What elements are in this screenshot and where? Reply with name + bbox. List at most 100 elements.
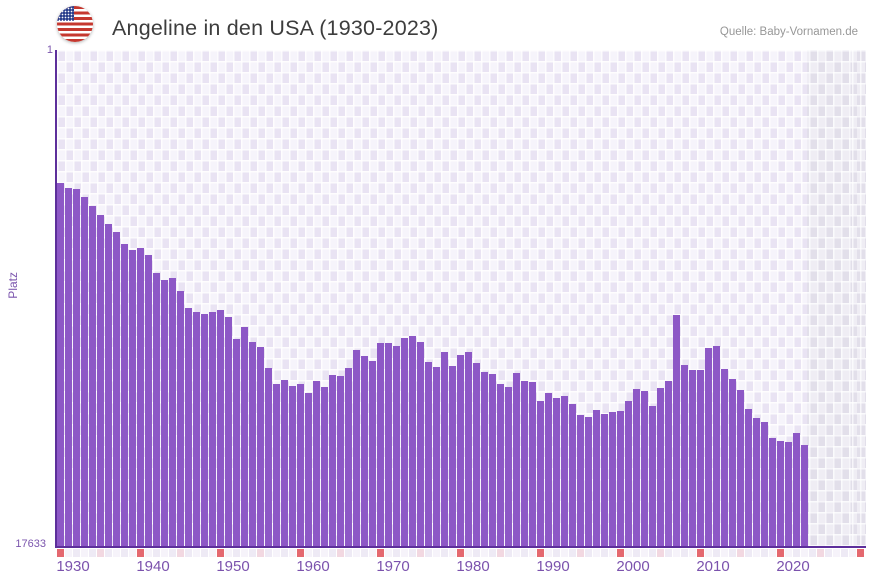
bar-2000[interactable]: [616, 411, 624, 546]
bar-1954[interactable]: [248, 342, 256, 546]
bar-2011[interactable]: [704, 348, 712, 546]
bar-1938[interactable]: [120, 243, 128, 546]
bar-1957[interactable]: [272, 384, 280, 546]
bar-1969[interactable]: [368, 361, 376, 546]
bar-1964[interactable]: [328, 375, 336, 546]
bar-1933[interactable]: [80, 196, 88, 546]
bar-1974[interactable]: [408, 336, 416, 546]
bar-1975[interactable]: [416, 342, 424, 546]
bar-1966[interactable]: [344, 368, 352, 546]
bar-1949[interactable]: [208, 312, 216, 546]
bar-2015[interactable]: [736, 390, 744, 546]
bar-2022[interactable]: [792, 433, 800, 546]
year-tick-2008: [680, 549, 688, 557]
bar-2008[interactable]: [680, 365, 688, 546]
bar-1995[interactable]: [576, 415, 584, 546]
bar-2012[interactable]: [712, 346, 720, 546]
bar-1976[interactable]: [424, 362, 432, 546]
year-tick-1935: [96, 549, 104, 557]
bar-1996[interactable]: [584, 417, 592, 546]
bar-1943[interactable]: [160, 279, 168, 546]
bar-1998[interactable]: [600, 414, 608, 546]
bar-1962[interactable]: [312, 381, 320, 546]
bar-2003[interactable]: [640, 391, 648, 546]
bar-2014[interactable]: [728, 379, 736, 546]
bar-1997[interactable]: [592, 410, 600, 546]
bar-2020[interactable]: [776, 441, 784, 546]
bar-1963[interactable]: [320, 387, 328, 546]
bar-2006[interactable]: [664, 381, 672, 546]
bar-1953[interactable]: [240, 327, 248, 546]
bar-1982[interactable]: [472, 363, 480, 546]
bar-2001[interactable]: [624, 401, 632, 546]
bar-1986[interactable]: [504, 387, 512, 546]
bar-1988[interactable]: [520, 381, 528, 546]
bar-1970[interactable]: [376, 343, 384, 546]
bar-2009[interactable]: [688, 370, 696, 546]
year-tick-1988: [520, 549, 528, 557]
bar-1991[interactable]: [544, 393, 552, 546]
bar-2007[interactable]: [672, 315, 680, 546]
bar-1960[interactable]: [296, 384, 304, 546]
bar-1979[interactable]: [448, 366, 456, 546]
bar-1985[interactable]: [496, 384, 504, 546]
bar-1989[interactable]: [528, 382, 536, 546]
bar-1977[interactable]: [432, 367, 440, 546]
year-tick-1941: [144, 549, 152, 557]
bar-1950[interactable]: [216, 310, 224, 546]
bar-1932[interactable]: [72, 188, 80, 546]
bar-1942[interactable]: [152, 272, 160, 546]
bar-1951[interactable]: [224, 317, 232, 546]
bar-1968[interactable]: [360, 356, 368, 546]
bar-1973[interactable]: [400, 338, 408, 546]
bar-1941[interactable]: [144, 254, 152, 546]
bar-1972[interactable]: [392, 346, 400, 546]
bar-2019[interactable]: [768, 438, 776, 546]
bar-1994[interactable]: [568, 404, 576, 546]
bar-1936[interactable]: [104, 223, 112, 546]
bar-1992[interactable]: [552, 398, 560, 546]
bar-1987[interactable]: [512, 373, 520, 546]
bar-1947[interactable]: [192, 312, 200, 546]
bar-2023[interactable]: [800, 445, 808, 546]
year-tick-1945: [176, 549, 184, 557]
bar-1930[interactable]: [56, 182, 64, 546]
bar-2005[interactable]: [656, 388, 664, 546]
bar-1944[interactable]: [168, 277, 176, 546]
bar-1965[interactable]: [336, 376, 344, 546]
bar-1984[interactable]: [488, 374, 496, 546]
bar-2018[interactable]: [760, 422, 768, 546]
bar-1971[interactable]: [384, 343, 392, 546]
bar-1939[interactable]: [128, 249, 136, 546]
bar-2002[interactable]: [632, 389, 640, 546]
bar-1980[interactable]: [456, 355, 464, 546]
bar-1946[interactable]: [184, 308, 192, 546]
bar-1945[interactable]: [176, 290, 184, 546]
bar-1931[interactable]: [64, 187, 72, 546]
bar-1983[interactable]: [480, 372, 488, 546]
bar-2017[interactable]: [752, 418, 760, 546]
bar-1961[interactable]: [304, 393, 312, 546]
bar-1978[interactable]: [440, 352, 448, 546]
bar-1990[interactable]: [536, 401, 544, 546]
bar-1967[interactable]: [352, 350, 360, 546]
bar-1958[interactable]: [280, 380, 288, 546]
bar-1935[interactable]: [96, 214, 104, 546]
bar-2010[interactable]: [696, 370, 704, 546]
bar-1955[interactable]: [256, 347, 264, 546]
bar-1937[interactable]: [112, 231, 120, 546]
bar-1959[interactable]: [288, 386, 296, 546]
bar-2004[interactable]: [648, 406, 656, 546]
bar-2016[interactable]: [744, 409, 752, 546]
bar-1952[interactable]: [232, 339, 240, 546]
bar-1981[interactable]: [464, 352, 472, 546]
bar-1956[interactable]: [264, 368, 272, 546]
bar-1948[interactable]: [200, 314, 208, 546]
bar-2021[interactable]: [784, 442, 792, 546]
bar-1940[interactable]: [136, 247, 144, 546]
bar-1934[interactable]: [88, 205, 96, 546]
bar-2013[interactable]: [720, 369, 728, 546]
x-axis-label-1940: 1940: [136, 558, 170, 575]
bar-1993[interactable]: [560, 396, 568, 546]
bar-1999[interactable]: [608, 412, 616, 546]
